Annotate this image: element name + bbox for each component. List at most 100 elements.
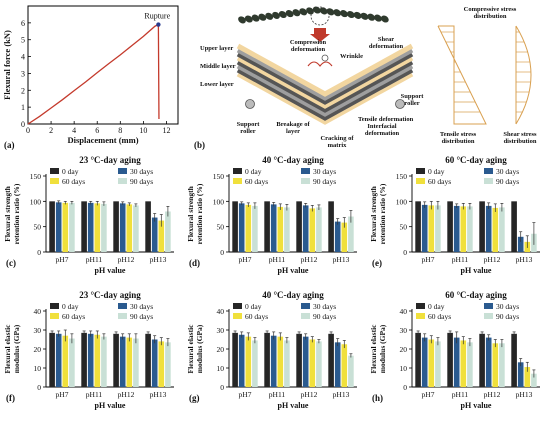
legend-label: 0 day: [62, 302, 79, 311]
beam-layer: [236, 47, 414, 101]
category-label: pH12: [301, 255, 318, 264]
legend-swatch: [50, 303, 59, 309]
bar: [252, 205, 258, 252]
category-label: pH12: [118, 255, 135, 264]
bar: [270, 204, 277, 252]
label-support-right-2: roller: [404, 100, 420, 107]
bar: [158, 220, 165, 252]
bar: [232, 332, 238, 387]
bar: [447, 201, 453, 252]
bar: [284, 207, 290, 252]
bar: [309, 339, 316, 387]
v-beam: [236, 43, 414, 125]
bar: [435, 341, 441, 387]
rupture-point: [156, 22, 161, 27]
bar: [453, 337, 460, 387]
label-middle-layer: Middle layer: [200, 63, 236, 70]
legend-swatch: [118, 303, 127, 309]
bar: [151, 339, 158, 387]
category-label: pH12: [484, 255, 501, 264]
rope-strand: [353, 11, 362, 19]
stress-distribution: [437, 25, 532, 125]
y-axis-label-2: retention ratio (%): [378, 183, 387, 244]
y-tick-label: 100: [213, 197, 225, 206]
bar: [145, 333, 151, 387]
bar: [428, 339, 435, 387]
y-axis-label-2: modulus (GPa): [378, 324, 387, 373]
plot-frame: [27, 5, 179, 125]
rope-strand: [374, 14, 382, 22]
bar: [328, 333, 334, 387]
bar: [284, 340, 290, 387]
zoom-circle: [310, 6, 330, 26]
x-tick-label: 12: [162, 126, 170, 135]
legend-label: 90 days: [496, 177, 519, 186]
bar: [511, 333, 517, 387]
bar: [87, 202, 94, 252]
bar: [264, 201, 270, 252]
bar: [270, 335, 277, 387]
category-label: pH11: [269, 390, 286, 399]
bar-chart-h: 60 °C-day aging 0 10 20 30 40 Flexural elastic…: [369, 290, 540, 410]
legend-swatch: [118, 313, 127, 319]
bar: [447, 332, 453, 387]
support-roller-right: [395, 99, 405, 109]
bar: [296, 201, 302, 252]
x-axis-label: pH value: [461, 266, 492, 275]
bar: [133, 338, 139, 387]
panel-b-diagram: Upper layer Middle layer Lower layer Compre…: [194, 6, 537, 150]
bar: [55, 333, 62, 387]
y-tick-label: 1: [21, 103, 25, 112]
legend-swatch: [233, 168, 242, 174]
bar: [101, 336, 107, 387]
legend-label: 60 days: [62, 177, 85, 186]
legend-label: 60 days: [428, 312, 451, 321]
bar: [87, 333, 94, 387]
category-label: pH13: [333, 390, 350, 399]
bar: [421, 204, 428, 252]
y-axis-label: Flexural elastic: [186, 324, 195, 374]
legend-swatch: [50, 313, 59, 319]
bar: [479, 201, 485, 252]
y-tick-label: 150: [30, 172, 42, 181]
label-cracking: Cracking of: [320, 135, 354, 142]
y-tick-label: 40: [400, 307, 408, 316]
y-tick-label: 30: [217, 326, 225, 335]
legend-label: 60 days: [245, 312, 268, 321]
loading-nose: [321, 54, 329, 62]
legend-label: 90 days: [313, 177, 336, 186]
bar: [511, 201, 517, 252]
legend-label: 0 day: [62, 167, 79, 176]
bar: [62, 335, 69, 387]
y-tick-label: 150: [396, 172, 408, 181]
bar: [524, 367, 531, 387]
bar: [341, 222, 348, 252]
bar: [49, 201, 55, 252]
bar: [277, 336, 284, 387]
y-tick-label: 20: [400, 345, 408, 354]
legend-label: 30 days: [130, 167, 153, 176]
down-arrow-icon: [310, 28, 330, 42]
category-label: pH7: [239, 390, 252, 399]
rope-strand: [272, 11, 280, 19]
category-label: pH13: [516, 255, 533, 264]
x-tick-label: 10: [139, 126, 147, 135]
legend-label: 30 days: [313, 167, 336, 176]
x-axis-label: pH value: [461, 401, 492, 410]
category-label: pH11: [452, 390, 469, 399]
y-axis-label-2: retention ratio (%): [12, 183, 21, 244]
legend-label: 0 day: [428, 167, 445, 176]
bar: [277, 206, 284, 252]
y-tick-label: 0: [21, 120, 25, 129]
bar: [302, 336, 309, 387]
y-axis-label-2: modulus (GPa): [195, 324, 204, 373]
beam-layer: [236, 67, 414, 121]
legend-label: 0 day: [245, 302, 262, 311]
rope-strand: [292, 9, 301, 17]
y-tick-label: 10: [34, 364, 42, 373]
bar: [113, 201, 119, 252]
rope-strand: [333, 9, 342, 17]
bar: [126, 337, 133, 387]
rope-strand: [299, 8, 308, 16]
